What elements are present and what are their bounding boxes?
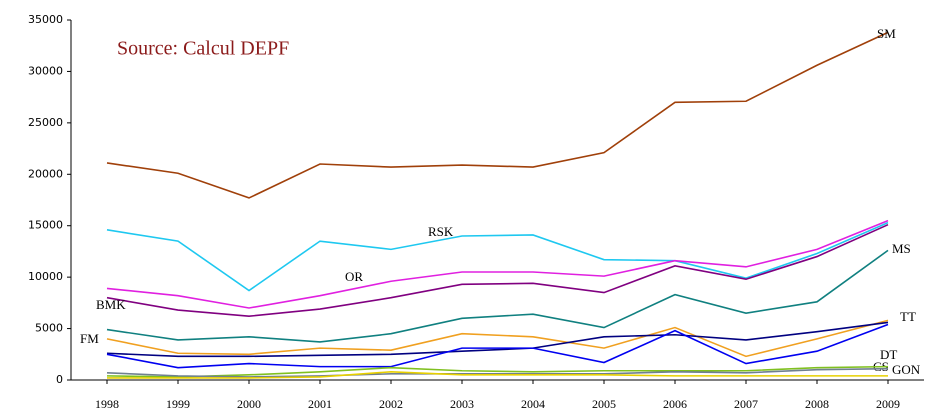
annotation: Source: Calcul DEPF — [117, 38, 289, 60]
series-label: FM — [80, 331, 99, 346]
series-line — [106, 367, 889, 378]
x-tick-label: 2001 — [308, 397, 332, 410]
x-tick-label: 2006 — [663, 397, 687, 410]
series-line — [106, 223, 889, 318]
series-line — [106, 321, 889, 358]
y-tick-label: 25000 — [28, 116, 63, 129]
x-tick-label: 2007 — [734, 397, 758, 410]
series-label: OR — [345, 269, 363, 284]
x-tick-label: 2005 — [592, 397, 616, 410]
series-line — [106, 219, 889, 309]
series-line — [106, 319, 889, 358]
y-tick-label: 30000 — [28, 64, 63, 77]
series-label: DT — [880, 347, 897, 362]
series-line — [106, 221, 889, 292]
series-label: SM — [877, 26, 896, 41]
series-label: BMK — [96, 297, 126, 312]
series-line — [106, 365, 889, 378]
x-tick-label: 2002 — [379, 397, 403, 410]
y-tick-label: 35000 — [28, 13, 63, 26]
x-tick-label: 2009 — [876, 397, 900, 410]
series-label: RSK — [428, 224, 454, 239]
x-tick-label: 1999 — [166, 397, 190, 410]
y-tick-label: 0 — [56, 373, 63, 386]
y-tick-label: 15000 — [28, 219, 63, 232]
series-line — [107, 370, 888, 379]
series-label: MS — [892, 241, 911, 256]
x-tick-label: 2004 — [521, 397, 545, 410]
x-tick-label: 2008 — [805, 397, 829, 410]
x-tick-label: 1998 — [95, 397, 119, 410]
series-line — [106, 323, 889, 369]
x-tick-label: 2003 — [450, 397, 474, 410]
series-label: GON — [892, 362, 921, 377]
series-line — [106, 249, 889, 343]
series-line — [106, 31, 889, 199]
y-tick-label: 20000 — [28, 167, 63, 180]
y-tick-label: 10000 — [28, 270, 63, 283]
y-tick-label: 5000 — [35, 322, 63, 335]
series-label: TT — [900, 309, 916, 324]
x-tick-label: 2000 — [237, 397, 261, 410]
